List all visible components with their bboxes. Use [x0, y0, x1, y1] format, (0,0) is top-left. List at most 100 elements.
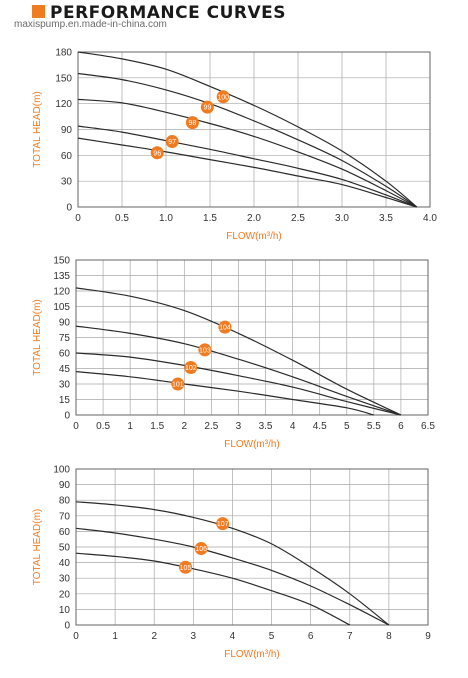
x-axis-label: FLOW(m³/h): [226, 231, 282, 242]
y-tick-label: 150: [53, 256, 70, 267]
x-tick-label: 1: [112, 631, 118, 642]
x-tick-label: 6: [308, 631, 314, 642]
y-tick-label: 30: [59, 574, 71, 585]
y-tick-label: 150: [55, 73, 72, 84]
x-tick-label: 4.0: [423, 213, 437, 224]
y-tick-label: 15: [59, 395, 71, 406]
y-tick-label: 50: [59, 543, 71, 554]
curve-104: [75, 287, 402, 416]
performance-chart-1: 0 0.5 1.0 1.5 2.0 2.5 3.0 3.5 4.0 0 30 60 90 120 150 18…: [32, 48, 437, 243]
y-tick-label: 0: [64, 621, 70, 632]
curve-marker-label: 104: [219, 325, 231, 332]
x-tick-label: 5: [344, 421, 350, 432]
x-tick-label: 0.5: [96, 421, 110, 432]
curve-99: [77, 72, 418, 208]
curve-106: [75, 527, 390, 626]
y-tick-label: 120: [53, 287, 70, 298]
y-tick-label: 90: [61, 125, 73, 136]
curve-marker-label: 96: [153, 150, 161, 157]
curve-marker-label: 97: [168, 139, 176, 146]
y-tick-label: 90: [59, 480, 71, 491]
y-tick-label: 20: [59, 589, 71, 600]
x-tick-label: 4: [230, 631, 236, 642]
y-tick-label: 90: [59, 318, 71, 329]
x-tick-label: 9: [425, 631, 431, 642]
x-tick-label: 0: [73, 631, 79, 642]
y-tick-label: 30: [59, 380, 71, 391]
x-tick-label: 2: [182, 421, 188, 432]
page-title: PERFORMANCE CURVES: [50, 3, 287, 23]
x-tick-label: 4: [290, 421, 296, 432]
plot-frame: [75, 259, 429, 416]
curve-marker-label: 107: [217, 521, 229, 528]
curve-marker-label: 106: [195, 546, 207, 553]
curve-marker-96: [150, 146, 164, 160]
y-tick-label: 60: [61, 151, 73, 162]
plot-frame: [77, 51, 431, 208]
y-axis-label: TOTAL HEAD(m): [32, 91, 43, 167]
curve-marker-107: [216, 517, 230, 531]
x-tick-label: 0: [75, 213, 81, 224]
y-tick-label: 70: [59, 511, 71, 522]
curve-marker-100: [216, 90, 230, 104]
plot-frame: [75, 468, 429, 626]
logo-square-icon: [32, 5, 45, 18]
x-tick-label: 8: [386, 631, 392, 642]
x-tick-label: 5.5: [367, 421, 381, 432]
curve-marker-106: [194, 542, 208, 556]
y-axis-label: TOTAL HEAD(m): [32, 299, 43, 375]
y-tick-label: 120: [55, 99, 72, 110]
y-tick-label: 0: [64, 411, 70, 422]
curve-marker-101: [171, 377, 185, 391]
curve-marker-97: [165, 135, 179, 149]
x-tick-label: 3.5: [259, 421, 273, 432]
curve-marker-label: 102: [185, 365, 197, 372]
curve-marker-105: [179, 560, 193, 574]
performance-chart-2: 0 0.5 1 1.5 2 2.5 3 3.5 4 4.5 5 5.5 6 6.5 0 15 30 45 60 75 9…: [32, 256, 435, 451]
x-tick-label: 2.0: [247, 213, 261, 224]
y-tick-label: 135: [53, 271, 70, 282]
curve-marker-98: [185, 116, 199, 130]
x-tick-label: 3: [191, 631, 197, 642]
curve-marker-103: [198, 343, 212, 357]
x-tick-label: 0.5: [115, 213, 129, 224]
performance-chart-3: 0 1 2 3 4 5 6 7 8 90102030405060708090100FLOW(m³/…: [32, 465, 431, 661]
curve-marker-99: [200, 100, 214, 114]
x-tick-label: 0: [73, 421, 79, 432]
y-tick-label: 40: [59, 558, 71, 569]
y-tick-label: 100: [53, 465, 70, 476]
curve-marker-104: [218, 320, 232, 334]
x-tick-label: 1.0: [159, 213, 173, 224]
x-tick-label: 1: [127, 421, 133, 432]
x-tick-label: 6: [398, 421, 404, 432]
y-tick-label: 180: [55, 48, 72, 59]
y-tick-label: 45: [59, 364, 71, 375]
watermark: maxispump.en.made-in-china.com: [14, 19, 167, 30]
x-tick-label: 4.5: [313, 421, 327, 432]
x-tick-label: 6.5: [421, 421, 435, 432]
x-tick-label: 3.0: [335, 213, 349, 224]
curve-101: [75, 371, 374, 416]
x-tick-label: 5: [269, 631, 275, 642]
x-tick-label: 2: [151, 631, 157, 642]
x-tick-label: 3: [236, 421, 242, 432]
y-tick-label: 75: [59, 333, 71, 344]
curve-102: [75, 352, 402, 416]
curve-105: [75, 552, 351, 626]
x-axis-label: FLOW(m³/h): [224, 439, 280, 450]
curve-98: [77, 98, 418, 208]
y-tick-label: 0: [66, 203, 72, 214]
curve-97: [77, 125, 418, 208]
y-tick-label: 80: [59, 496, 71, 507]
x-tick-label: 2.5: [291, 213, 305, 224]
curve-marker-102: [184, 360, 198, 374]
curve-96: [77, 137, 417, 208]
y-axis-label: TOTAL HEAD(m): [32, 509, 43, 585]
y-tick-label: 10: [59, 605, 71, 616]
y-tick-label: 60: [59, 527, 71, 538]
curve-103: [75, 325, 402, 416]
y-tick-label: 60: [59, 349, 71, 360]
x-axis-label: FLOW(m³/h): [224, 649, 280, 660]
curve-marker-label: 105: [180, 565, 192, 572]
x-tick-label: 2.5: [204, 421, 218, 432]
